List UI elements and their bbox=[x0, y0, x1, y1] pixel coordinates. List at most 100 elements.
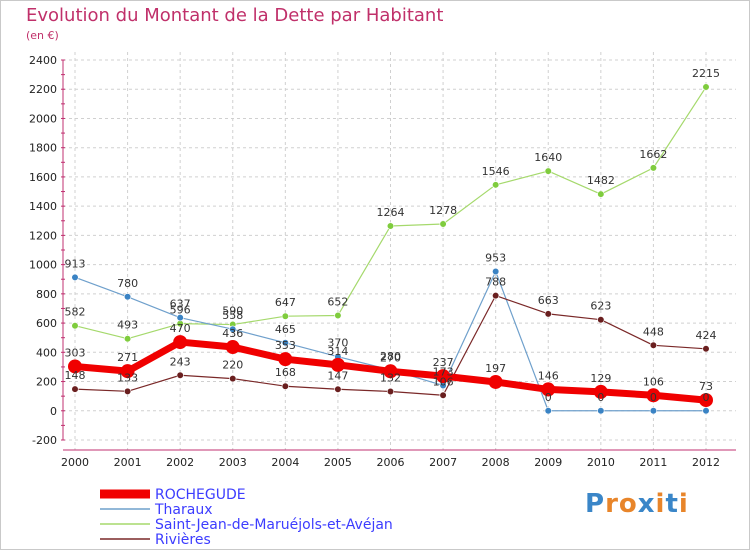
x-tick-label: 2001 bbox=[114, 456, 142, 469]
y-tick-label: 2400 bbox=[29, 54, 57, 67]
data-point bbox=[120, 364, 135, 379]
data-label: 1640 bbox=[534, 151, 562, 164]
data-point bbox=[281, 312, 289, 320]
chart-subtitle: (en €) bbox=[26, 29, 59, 42]
data-label: 73 bbox=[699, 380, 713, 393]
data-point bbox=[71, 322, 79, 330]
data-point bbox=[439, 391, 447, 399]
data-label: 465 bbox=[275, 323, 296, 336]
data-label: 1264 bbox=[377, 206, 405, 219]
y-tick-label: 1000 bbox=[29, 259, 57, 272]
data-point bbox=[649, 407, 658, 415]
data-label: 280 bbox=[380, 350, 401, 363]
x-tick-label: 2010 bbox=[587, 456, 615, 469]
data-point bbox=[386, 387, 395, 396]
data-label: 220 bbox=[222, 359, 243, 372]
data-label: 0 bbox=[650, 391, 657, 404]
data-point bbox=[702, 83, 710, 91]
data-point bbox=[68, 359, 82, 374]
data-label: 448 bbox=[643, 325, 664, 338]
data-label: 1546 bbox=[482, 165, 510, 178]
data-point bbox=[593, 384, 608, 399]
y-tick-label: 800 bbox=[36, 288, 57, 301]
data-point bbox=[544, 310, 552, 318]
data-label: 197 bbox=[485, 362, 506, 375]
data-label: 596 bbox=[170, 304, 191, 317]
x-tick-label: 2002 bbox=[166, 456, 194, 469]
y-tick-label: 200 bbox=[36, 376, 57, 389]
legend-label: ROCHEGUDE bbox=[155, 487, 246, 503]
data-point bbox=[649, 164, 658, 172]
data-label: 590 bbox=[222, 305, 243, 318]
data-point bbox=[597, 190, 605, 198]
data-point bbox=[334, 311, 342, 320]
legend-label: Saint-Jean-de-Maruéjols-et-Avéjan bbox=[155, 517, 393, 533]
data-label: 1482 bbox=[587, 174, 615, 187]
data-label: 353 bbox=[275, 339, 296, 352]
data-point bbox=[702, 345, 710, 353]
x-tick-label: 2011 bbox=[639, 456, 667, 469]
data-point bbox=[281, 339, 289, 347]
data-label: 168 bbox=[275, 366, 296, 379]
series-layer bbox=[68, 83, 713, 415]
data-point bbox=[541, 382, 556, 397]
data-point bbox=[597, 407, 605, 415]
data-label: 303 bbox=[65, 346, 86, 359]
data-labels: 582 493 596 590 647 652 1264 1278 1546 1640 1482 16… bbox=[65, 67, 721, 404]
x-tick-label: 2004 bbox=[271, 456, 299, 469]
x-tick-label: 2008 bbox=[482, 456, 510, 469]
x-tick-label: 2005 bbox=[324, 456, 352, 469]
data-label: 243 bbox=[170, 355, 191, 368]
data-label: 652 bbox=[327, 295, 348, 308]
data-label: 129 bbox=[590, 372, 611, 385]
data-point bbox=[544, 407, 552, 415]
logo-letter: r bbox=[605, 489, 619, 519]
data-label: 470 bbox=[170, 322, 191, 335]
data-point bbox=[173, 335, 188, 350]
grid bbox=[63, 52, 736, 450]
data-point bbox=[436, 369, 451, 384]
logo-letter: i bbox=[655, 489, 666, 519]
data-point bbox=[71, 273, 79, 281]
data-point bbox=[123, 387, 132, 395]
data-label: 953 bbox=[485, 251, 506, 264]
y-tick-label: 1400 bbox=[29, 200, 57, 213]
data-point bbox=[383, 364, 398, 379]
data-point bbox=[278, 352, 293, 367]
data-point bbox=[649, 341, 658, 349]
data-label: 106 bbox=[643, 375, 664, 388]
logo-letter: t bbox=[665, 489, 679, 519]
data-point bbox=[597, 316, 605, 324]
legend-label: Rivières bbox=[155, 532, 211, 548]
data-label: 0 bbox=[597, 391, 604, 404]
data-label: 132 bbox=[380, 371, 401, 384]
data-label: 663 bbox=[538, 294, 559, 307]
data-label: 637 bbox=[170, 298, 191, 311]
data-point bbox=[544, 167, 552, 175]
data-point bbox=[229, 375, 237, 383]
data-point bbox=[281, 382, 289, 390]
y-tick-label: 2200 bbox=[29, 83, 57, 96]
data-label: 1662 bbox=[639, 148, 667, 161]
data-point bbox=[702, 407, 710, 415]
data-point bbox=[123, 293, 132, 301]
data-point bbox=[492, 181, 500, 189]
data-label: 370 bbox=[327, 337, 348, 350]
data-point bbox=[492, 292, 500, 300]
axes: -200020040060080010001200140016001800200… bbox=[29, 54, 736, 469]
chart-title: Evolution du Montant de la Dette par Hab… bbox=[26, 5, 444, 26]
data-point bbox=[176, 314, 184, 322]
data-label: 424 bbox=[696, 329, 717, 342]
data-point bbox=[330, 357, 345, 372]
data-label: 436 bbox=[222, 327, 243, 340]
data-label: 582 bbox=[65, 306, 86, 319]
data-label: 623 bbox=[590, 300, 611, 313]
x-tick-label: 2009 bbox=[534, 456, 562, 469]
y-tick-label: 1600 bbox=[29, 171, 57, 184]
data-point bbox=[646, 388, 661, 403]
data-label: 146 bbox=[538, 369, 559, 382]
data-point bbox=[229, 325, 237, 333]
y-tick-label: 1200 bbox=[29, 229, 57, 242]
data-label: 271 bbox=[117, 351, 138, 364]
